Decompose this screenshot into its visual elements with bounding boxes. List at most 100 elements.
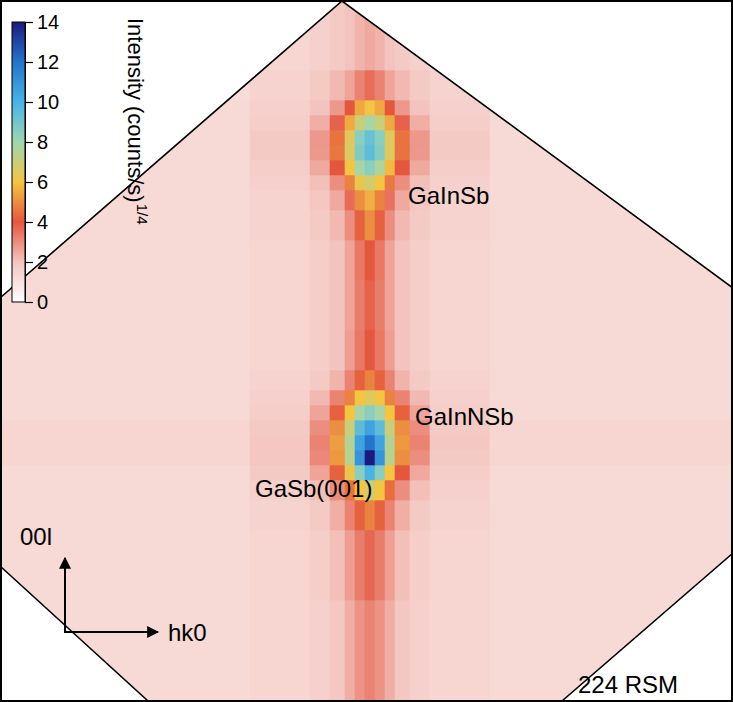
heatmap-cell: [385, 370, 395, 390]
heatmap-cell: [490, 500, 733, 530]
heatmap-cell: [365, 0, 375, 70]
heatmap-cell: [310, 500, 330, 530]
heatmap-cell: [0, 480, 250, 500]
heatmap-cell: [385, 530, 395, 600]
heatmap-cell: [310, 450, 330, 465]
heatmap-cell: [410, 450, 430, 465]
heatmap-cell: [410, 130, 430, 145]
colorbar-tick: 0: [25, 291, 48, 313]
colorbar-tick-label: 0: [37, 291, 48, 313]
heatmap-cell: [385, 280, 395, 330]
heatmap-cell: [355, 145, 365, 160]
heatmap-cell: [375, 450, 385, 465]
heatmap-cell: [310, 240, 330, 280]
heatmap-cell: [375, 390, 385, 405]
heatmap-cell: [490, 465, 733, 480]
heatmap-cell: [410, 145, 430, 160]
heatmap-cell: [375, 600, 385, 702]
heatmap-cell: [365, 115, 375, 130]
colorbar-tick: 2: [25, 251, 48, 273]
heatmap-cell: [250, 115, 310, 130]
heatmap-cell: [345, 240, 355, 280]
heatmap-cell: [250, 390, 310, 405]
heatmap-cell: [410, 115, 430, 130]
colorbar-tick: 4: [25, 211, 48, 233]
heatmap-cell: [330, 115, 345, 130]
heatmap-cell: [395, 405, 410, 420]
heatmap-cell: [0, 405, 250, 420]
heatmap-cell: [430, 480, 490, 500]
heatmap-cell: [365, 390, 375, 405]
heatmap-cell: [345, 450, 355, 465]
heatmap-cell: [395, 435, 410, 450]
heatmap-cell: [430, 145, 490, 160]
colorbar-title: Intensity (counts/s)1/4: [123, 18, 151, 225]
heatmap-cell: [365, 70, 375, 100]
heatmap-cell: [375, 210, 385, 240]
heatmap-cell: [345, 160, 355, 175]
colorbar-tick-label: 4: [37, 211, 48, 233]
heatmap-cell: [395, 600, 410, 702]
heatmap-cell: [0, 210, 250, 240]
heatmap-cell: [490, 405, 733, 420]
heatmap-cell: [345, 210, 355, 240]
heatmap-cell: [375, 370, 385, 390]
heatmap-cell: [375, 500, 385, 530]
heatmap-cell: [385, 145, 395, 160]
heatmap-cell: [385, 465, 395, 480]
heatmap-cell: [310, 70, 330, 100]
heatmap-cell: [345, 130, 355, 145]
heatmap-cell: [430, 130, 490, 145]
heatmap-cell: [250, 240, 310, 280]
heatmap-cell: [430, 450, 490, 465]
heatmap-cell: [310, 160, 330, 175]
heatmap-cell: [330, 145, 345, 160]
colorbar-tick-label: 6: [37, 171, 48, 193]
heatmap-cell: [430, 70, 490, 100]
colorbar-tick: 12: [25, 51, 59, 73]
heatmap-cell: [330, 530, 345, 600]
heatmap-cell: [375, 115, 385, 130]
heatmap-cell: [395, 160, 410, 175]
heatmap-cell: [310, 100, 330, 115]
colorbar-tick-mark: [25, 182, 33, 183]
heatmap-cell: [365, 370, 375, 390]
heatmap-cell: [0, 370, 250, 390]
colorbar-tick-mark: [25, 22, 33, 23]
heatmap-cell: [345, 370, 355, 390]
heatmap-cell: [345, 330, 355, 370]
heatmap-cell: [355, 280, 365, 330]
heatmap-cell: [355, 240, 365, 280]
colorbar-tick: 6: [25, 171, 48, 193]
heatmap-cell: [490, 175, 733, 190]
heatmap-cell: [375, 435, 385, 450]
heatmap-cell: [0, 600, 250, 702]
heatmap-cell: [345, 600, 355, 702]
heatmap-cell: [365, 330, 375, 370]
heatmap-cell: [330, 190, 345, 210]
peak-label: GaInNSb: [415, 403, 514, 430]
chart-root: 02468101214Intensity (counts/s)1/400lhk0…: [0, 0, 733, 702]
heatmap-cell: [430, 465, 490, 480]
heatmap-cell: [410, 280, 430, 330]
heatmap-cell: [395, 115, 410, 130]
heatmap-cell: [410, 70, 430, 100]
colorbar-tick: 14: [25, 11, 59, 33]
heatmap-cell: [375, 465, 385, 480]
heatmap-cell: [250, 210, 310, 240]
heatmap-cell: [355, 600, 365, 702]
heatmap-cell: [0, 330, 250, 370]
heatmap-cell: [395, 530, 410, 600]
y-direction-arrow: [64, 558, 66, 633]
heatmap-cell: [430, 160, 490, 175]
heatmap-cell: [0, 420, 250, 435]
heatmap-cell: [430, 0, 490, 70]
heatmap-cell: [355, 130, 365, 145]
colorbar-axis: 02468101214: [25, 11, 59, 313]
heatmap-cell: [490, 530, 733, 600]
heatmap-cell: [395, 480, 410, 500]
heatmap-cell: [375, 530, 385, 600]
colorbar-tick-mark: [25, 222, 33, 223]
background: [0, 0, 733, 702]
heatmap-cell: [355, 450, 365, 465]
